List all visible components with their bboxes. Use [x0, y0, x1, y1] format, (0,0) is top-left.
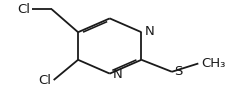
Text: S: S: [173, 65, 182, 78]
Text: N: N: [112, 68, 122, 81]
Text: Cl: Cl: [17, 3, 30, 16]
Text: CH₃: CH₃: [200, 57, 225, 70]
Text: Cl: Cl: [38, 74, 52, 87]
Text: N: N: [144, 25, 153, 38]
